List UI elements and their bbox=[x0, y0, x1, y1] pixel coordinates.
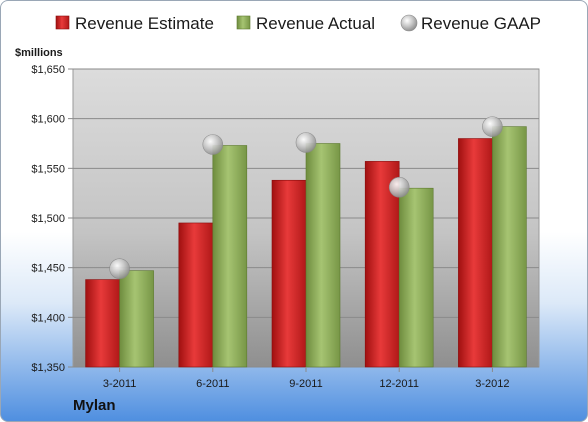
marker-revenue-gaap bbox=[388, 176, 410, 198]
marker-revenue-gaap bbox=[482, 116, 503, 137]
y-tick-label: $1,450 bbox=[31, 263, 65, 275]
x-tick-label: 3-2012 bbox=[475, 378, 509, 390]
marker-revenue-gaap bbox=[109, 258, 130, 279]
company-name: Mylan bbox=[73, 397, 116, 414]
bar-revenue-estimate bbox=[271, 179, 307, 368]
legend-label: Revenue GAAP bbox=[421, 14, 541, 33]
marker-revenue-gaap bbox=[202, 134, 224, 155]
y-tick-label: $1,400 bbox=[31, 312, 65, 324]
bar-revenue-actual bbox=[119, 270, 154, 368]
bar-revenue-estimate bbox=[458, 138, 493, 368]
x-tick-label: 9-2011 bbox=[289, 378, 322, 390]
legend-swatch-estimate bbox=[55, 15, 70, 30]
legend-label: Revenue Actual bbox=[256, 14, 375, 33]
y-tick-label: $1,350 bbox=[31, 362, 65, 374]
y-tick-label: $1,600 bbox=[31, 114, 65, 126]
x-tick-label: 3-2011 bbox=[103, 378, 136, 390]
bar-revenue-actual bbox=[212, 145, 248, 368]
legend-label: Revenue Estimate bbox=[75, 14, 214, 33]
y-axis-unit-label: $millions bbox=[15, 47, 63, 59]
legend-swatch-gaap bbox=[400, 14, 418, 32]
x-tick-label: 6-2011 bbox=[196, 378, 229, 390]
bar-revenue-actual bbox=[492, 126, 527, 368]
legend-swatch-actual bbox=[236, 15, 251, 30]
bar-revenue-actual bbox=[398, 187, 434, 368]
y-tick-label: $1,650 bbox=[31, 64, 65, 76]
y-tick-label: $1,550 bbox=[31, 163, 65, 175]
bar-revenue-actual bbox=[305, 143, 341, 368]
bar-revenue-estimate bbox=[178, 222, 214, 368]
y-tick-label: $1,500 bbox=[31, 213, 65, 225]
bar-revenue-estimate bbox=[85, 279, 120, 368]
x-tick-label: 12-2011 bbox=[379, 378, 419, 390]
marker-revenue-gaap bbox=[295, 132, 317, 153]
